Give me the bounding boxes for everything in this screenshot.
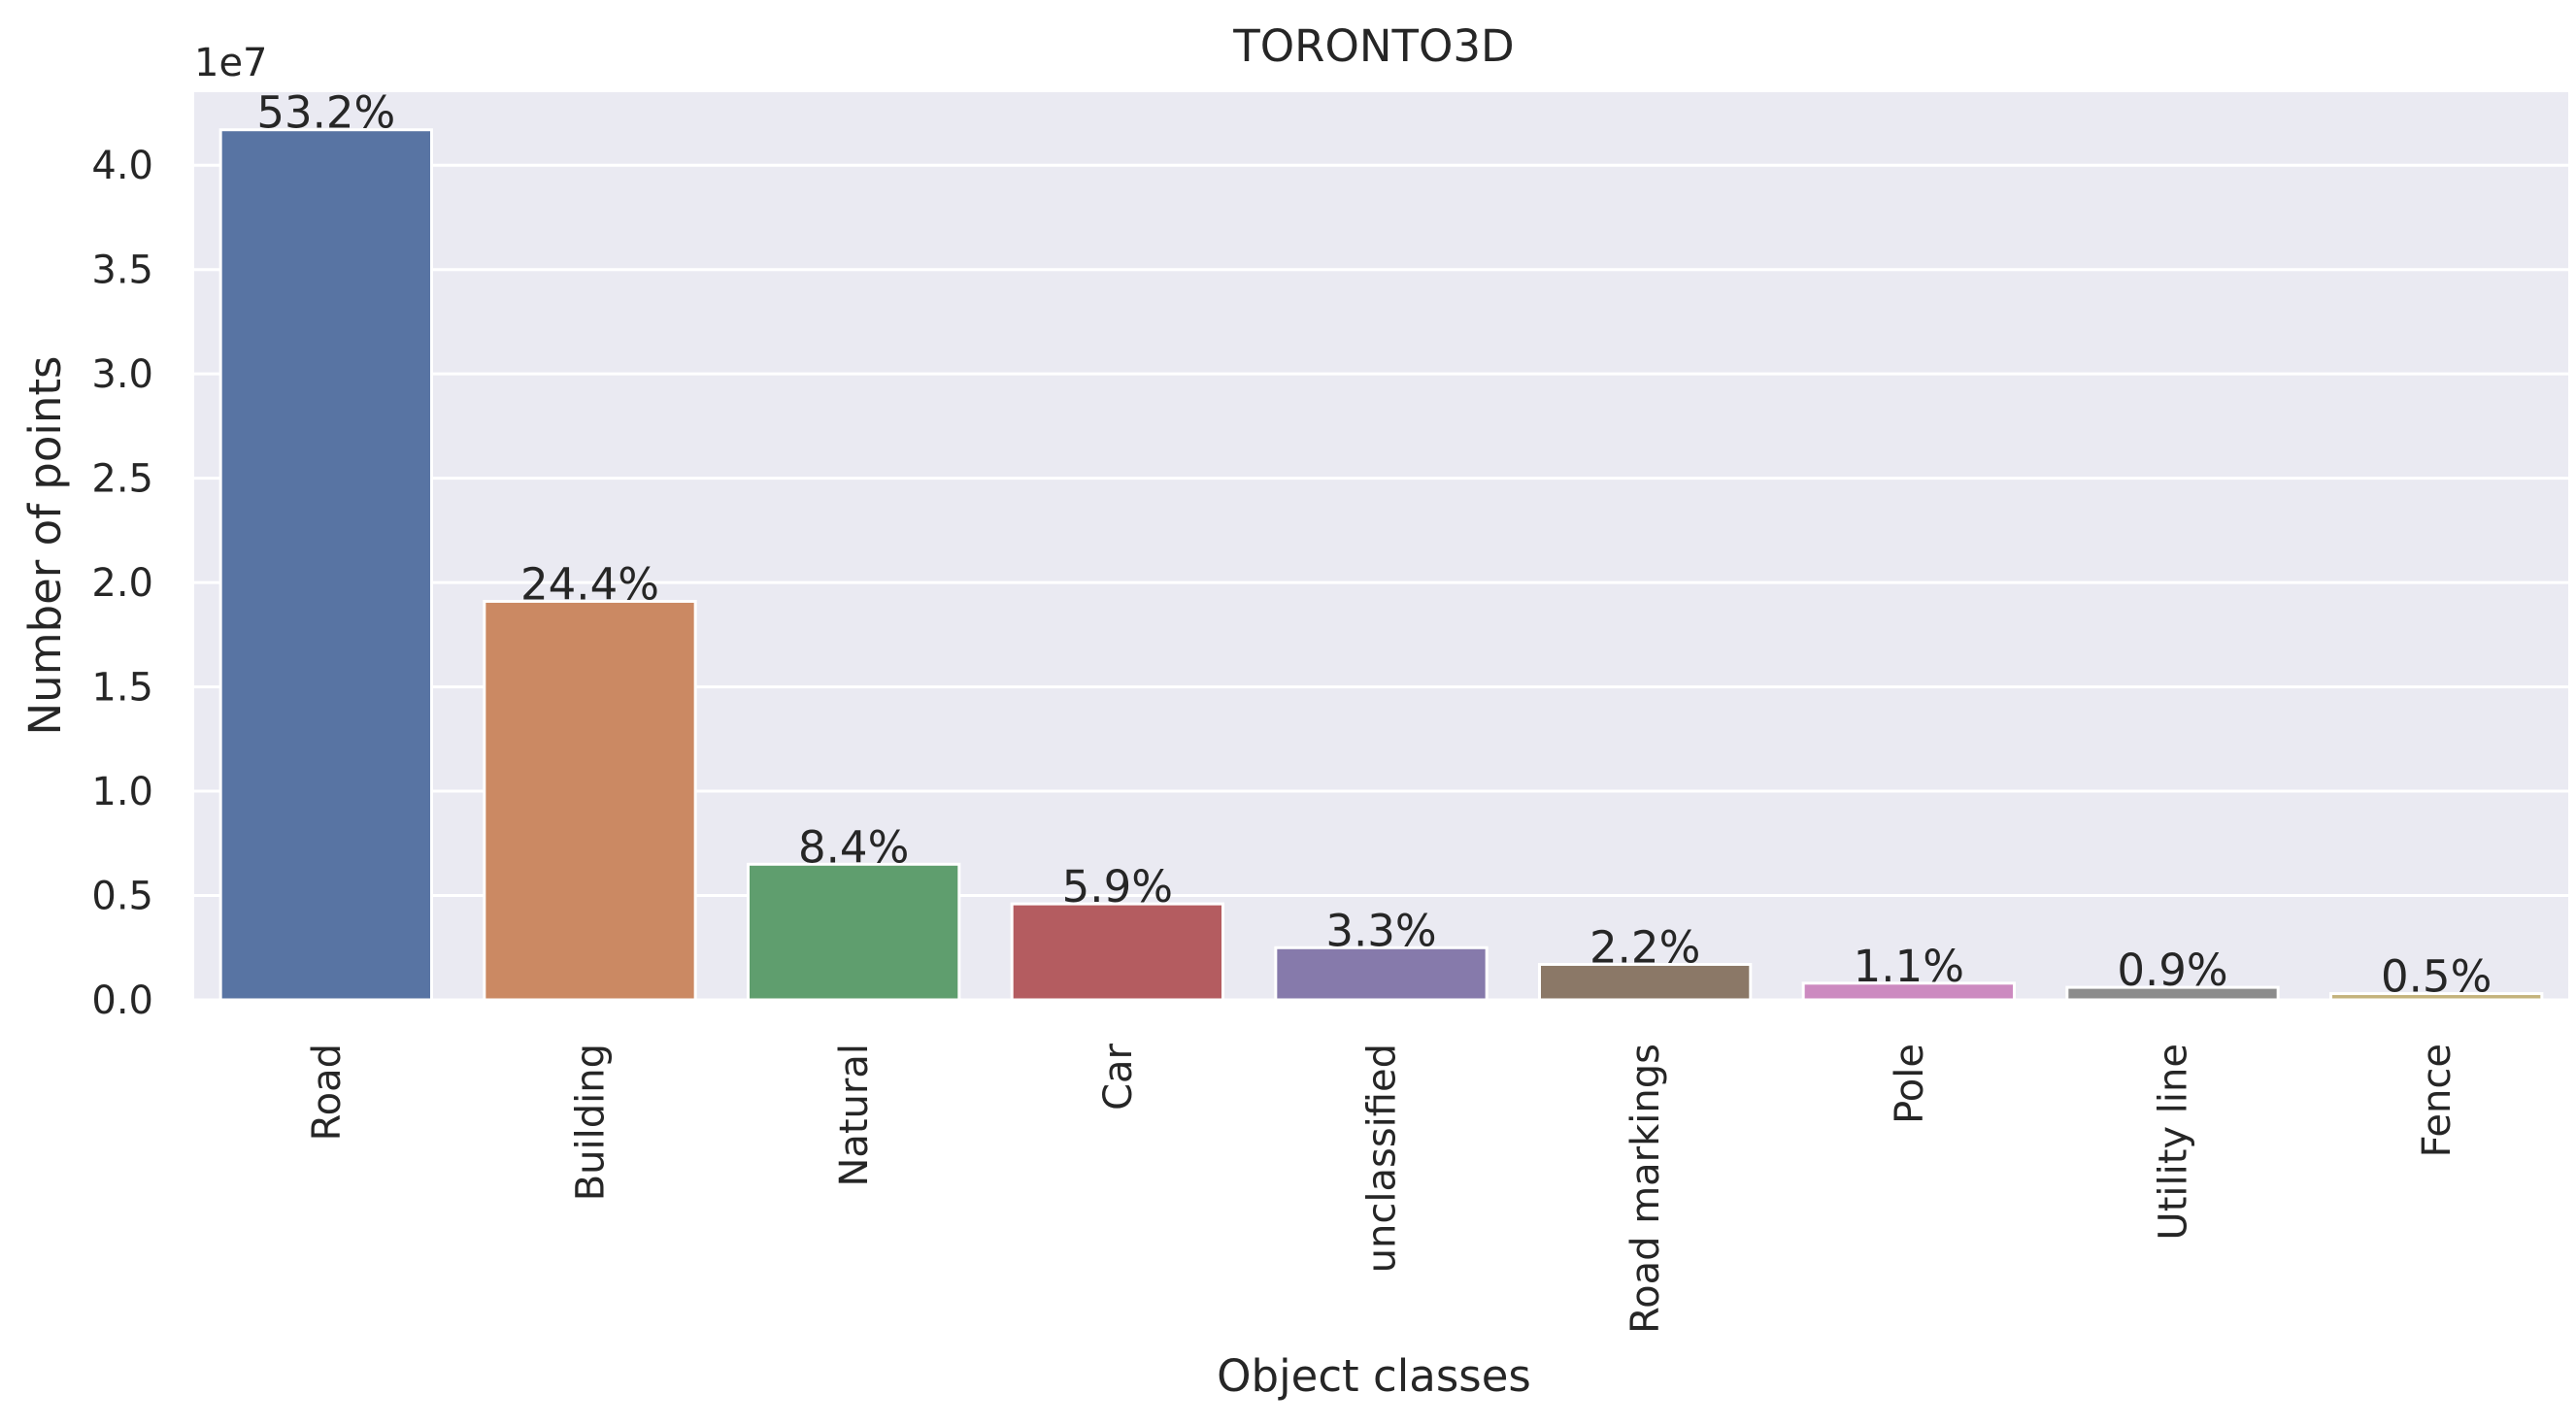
y-tick-label: 0.0 — [91, 978, 153, 1023]
bar-data-label: 3.3% — [1325, 905, 1436, 956]
y-axis-ticks: 0.0 0.5 1.0 1.5 2.0 2.5 3.0 3.5 4.0 — [91, 144, 153, 1023]
y-tick-label: 1.0 — [91, 770, 153, 814]
bar-data-label: 0.9% — [2117, 945, 2227, 996]
bar-data-label: 24.4% — [520, 558, 659, 610]
bar-data-label: 0.5% — [2381, 951, 2492, 1003]
y-tick-label: 3.0 — [91, 352, 153, 397]
bar — [1538, 962, 1753, 1002]
x-tick-label: Natural — [832, 1044, 877, 1187]
y-tick-label: 3.5 — [91, 249, 153, 293]
x-tick-label: Road — [305, 1044, 350, 1141]
x-tick-label: Pole — [1888, 1044, 1932, 1124]
y-axis-title: Number of points — [19, 356, 71, 736]
y-tick-label: 0.5 — [91, 875, 153, 919]
bars — [218, 128, 2544, 1002]
y-tick-label: 2.0 — [91, 561, 153, 606]
y-tick-label: 2.5 — [91, 457, 153, 502]
bar-data-label: 1.1% — [1854, 941, 1964, 992]
bar — [1010, 902, 1224, 1002]
bar-data-label: 8.4% — [798, 821, 909, 873]
x-tick-label: Fence — [2415, 1044, 2459, 1157]
x-tick-label: Utility line — [2152, 1044, 2196, 1241]
bar-data-label: 53.2% — [256, 87, 395, 139]
x-tick-label: Building — [569, 1044, 614, 1201]
bar — [1274, 945, 1489, 1002]
y-axis-offset-label: 1e7 — [194, 41, 268, 85]
bar — [2329, 992, 2544, 1002]
bar — [1801, 981, 2016, 1002]
bar — [218, 128, 433, 1002]
bar — [747, 862, 961, 1002]
chart-title: TORONTO3D — [1232, 20, 1514, 72]
bar — [483, 599, 697, 1002]
bar-data-label: 2.2% — [1589, 921, 1700, 973]
y-tick-label: 4.0 — [91, 144, 153, 188]
bar — [2065, 985, 2280, 1002]
y-tick-label: 1.5 — [91, 666, 153, 711]
x-axis-ticks: Road Building Natural Car unclassified Road m… — [305, 1043, 2459, 1333]
x-tick-label: Car — [1096, 1043, 1141, 1110]
bar-data-label: 5.9% — [1062, 861, 1173, 912]
x-tick-label: Road markings — [1623, 1044, 1668, 1334]
bar-data-labels: 53.2% 24.4% 8.4% 5.9% 3.3% 2.2% 1.1% 0.9% 0.5% — [256, 87, 2492, 1003]
x-tick-label: unclassified — [1360, 1044, 1405, 1273]
x-axis-title: Object classes — [1217, 1350, 1531, 1402]
